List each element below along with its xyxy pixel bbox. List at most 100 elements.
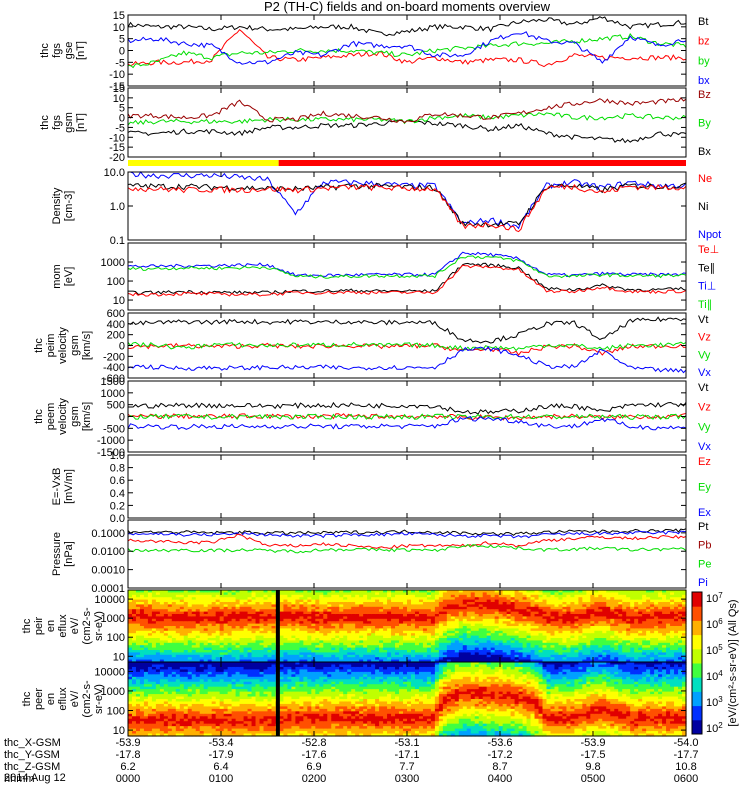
spectrogram-cell xyxy=(215,623,221,627)
spectrogram-cell xyxy=(147,674,153,678)
spectrogram-cell xyxy=(267,616,273,620)
spectrogram-cell xyxy=(606,609,611,613)
spectrogram-cell xyxy=(434,640,440,644)
spectrogram-cell xyxy=(430,609,436,613)
spectrogram-cell xyxy=(323,633,328,637)
spectrogram-cell xyxy=(466,647,472,651)
spectrogram-cell xyxy=(167,602,173,605)
spectrogram-cell xyxy=(598,635,603,639)
spectrogram-cell xyxy=(139,718,145,722)
spectrogram-cell xyxy=(454,638,460,641)
spectrogram-cell xyxy=(295,626,300,629)
spectrogram-cell xyxy=(315,642,320,646)
spectrogram-cell xyxy=(367,592,372,596)
spectrogram-cell xyxy=(143,635,149,639)
spectrogram-cell xyxy=(363,606,368,610)
spectrogram-cell xyxy=(470,652,476,656)
spectrogram-cell xyxy=(438,659,444,663)
spectrogram-cell xyxy=(418,635,424,639)
spectrogram-cell xyxy=(315,623,320,627)
spectrogram-cell xyxy=(662,630,667,634)
spectrogram-cell xyxy=(315,657,320,661)
spectrogram-cell xyxy=(203,645,209,649)
spectrogram-cell xyxy=(482,604,488,608)
spectrogram-cell xyxy=(518,606,524,610)
spectrogram-cell xyxy=(223,616,229,620)
spectrogram-cell xyxy=(159,671,165,675)
spectrogram-cell xyxy=(610,590,615,593)
spectrogram-cell xyxy=(323,606,328,610)
spectrogram-cell xyxy=(307,618,312,622)
spectrogram-cell xyxy=(590,647,595,651)
spectrogram-cell xyxy=(622,614,627,617)
spectrogram-cell xyxy=(442,614,448,617)
spectrogram-cell xyxy=(375,594,380,598)
spectrogram-cell xyxy=(367,640,372,644)
spectrogram-cell xyxy=(363,654,368,658)
spectrogram-cell xyxy=(355,592,360,596)
spectrogram-cell xyxy=(167,699,173,703)
spectrogram-cell xyxy=(339,623,344,627)
spectrogram-cell xyxy=(291,611,296,615)
spectrogram-cell xyxy=(462,659,468,663)
spectrogram-cell xyxy=(554,614,560,617)
spectrogram-cell xyxy=(371,616,376,620)
spectrogram-cell xyxy=(315,640,320,644)
spectrogram-cell xyxy=(139,726,145,730)
spectrogram-cell xyxy=(139,638,145,641)
spectrogram-cell xyxy=(546,602,552,605)
spectrogram-cell xyxy=(538,654,544,658)
spectrogram-cell xyxy=(502,597,508,601)
spectrogram-cell xyxy=(391,618,396,622)
spectrogram-cell xyxy=(391,609,396,613)
spectrogram-cell xyxy=(454,609,460,613)
spectrogram-cell xyxy=(446,616,452,620)
spectrogram-cell xyxy=(546,657,552,661)
spectrogram-cell xyxy=(594,659,599,663)
spectrogram-cell xyxy=(550,604,556,608)
spectrogram-cell xyxy=(614,602,619,605)
spectrogram-cell xyxy=(315,626,320,629)
spectrogram-cell xyxy=(642,592,647,596)
spectrogram-cell xyxy=(131,679,137,683)
spectrogram-cell xyxy=(614,618,619,622)
spectrogram-cell xyxy=(143,611,149,615)
spectrogram-cell xyxy=(462,604,468,608)
spectrogram-cell xyxy=(506,621,512,625)
spectrogram-cell xyxy=(618,640,623,644)
spectrogram-cell xyxy=(586,654,591,658)
spectrogram-cell xyxy=(598,628,603,632)
spectrogram-cell xyxy=(147,609,153,613)
spectrogram-cell xyxy=(654,609,659,613)
spectrogram-cell xyxy=(379,597,384,601)
spectrogram-cell xyxy=(128,604,133,608)
spectrogram-cell xyxy=(510,657,516,661)
spectrogram-cell xyxy=(171,623,177,627)
spectrogram-cell xyxy=(343,630,348,634)
spectrogram-cell xyxy=(223,599,229,603)
spectrogram-cell xyxy=(458,609,464,613)
spectrogram-cell xyxy=(562,594,568,598)
spectrogram-cell xyxy=(263,640,269,644)
spectrogram-cell xyxy=(135,650,141,653)
spectrogram-cell xyxy=(470,657,476,661)
spectrogram-cell xyxy=(546,642,552,646)
spectrogram-cell xyxy=(307,616,312,620)
spectrogram-cell xyxy=(151,638,157,641)
spectrogram-cell xyxy=(682,647,687,651)
spectrogram-cell xyxy=(422,597,428,601)
spectrogram-cell xyxy=(646,590,651,593)
spectrogram-cell xyxy=(407,626,412,629)
spectrogram-cell xyxy=(183,594,189,598)
spectrogram-cell xyxy=(466,650,472,653)
spectrogram-cell xyxy=(223,645,229,649)
spectrogram-cell xyxy=(626,614,631,617)
spectrogram-cell xyxy=(618,645,623,649)
spectrogram-cell xyxy=(474,594,480,598)
spectrogram-cell xyxy=(450,618,456,622)
spectrogram-cell xyxy=(355,642,360,646)
spectrogram-cell xyxy=(538,645,544,649)
spectrogram-cell xyxy=(191,652,197,656)
spectrogram-cell xyxy=(387,630,392,634)
spectrogram-cell xyxy=(574,650,579,653)
